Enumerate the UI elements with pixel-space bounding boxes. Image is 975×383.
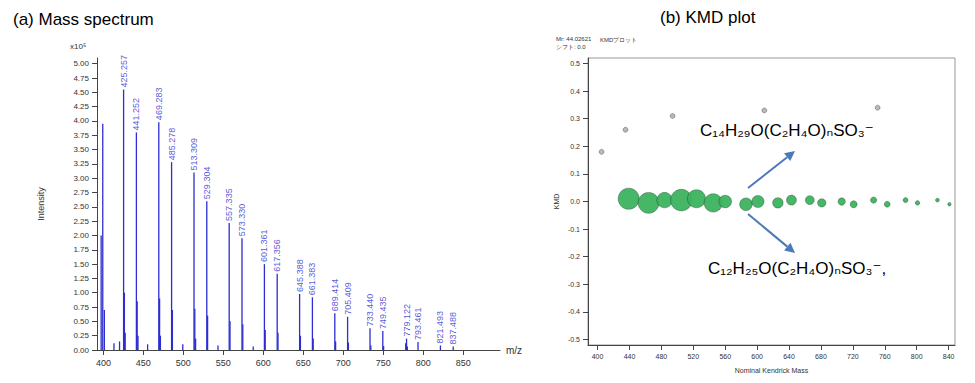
svg-text:-0.3: -0.3 <box>568 281 580 288</box>
svg-text:700: 700 <box>336 358 351 368</box>
svg-text:749.435: 749.435 <box>378 297 388 330</box>
svg-text:KMDプロット: KMDプロット <box>600 36 637 43</box>
svg-text:4.25: 4.25 <box>73 102 89 111</box>
svg-text:0.5: 0.5 <box>570 60 580 67</box>
svg-text:2.25: 2.25 <box>73 217 89 226</box>
svg-text:400: 400 <box>96 358 111 368</box>
svg-text:733.440: 733.440 <box>365 294 375 327</box>
svg-text:821.493: 821.493 <box>435 311 445 344</box>
svg-text:3.50: 3.50 <box>73 145 89 154</box>
svg-text:650: 650 <box>296 358 311 368</box>
svg-text:0.00: 0.00 <box>73 346 89 355</box>
svg-text:4.50: 4.50 <box>73 88 89 97</box>
svg-text:5.00: 5.00 <box>73 59 89 68</box>
svg-text:513.309: 513.309 <box>189 138 199 171</box>
svg-text:689.414: 689.414 <box>330 279 340 312</box>
svg-text:4.75: 4.75 <box>73 74 89 83</box>
svg-text:0.2: 0.2 <box>570 143 580 150</box>
svg-text:4.00: 4.00 <box>73 116 89 125</box>
svg-text:557.335: 557.335 <box>224 188 234 221</box>
svg-text:840: 840 <box>943 353 955 360</box>
svg-text:480: 480 <box>656 353 668 360</box>
svg-text:C₁₂H₂₅O(C₂H₄O)ₙSO₃⁻,: C₁₂H₂₅O(C₂H₄O)ₙSO₃⁻, <box>708 259 886 278</box>
svg-text:400: 400 <box>592 353 604 360</box>
svg-text:440: 440 <box>624 353 636 360</box>
svg-text:705.409: 705.409 <box>343 282 353 315</box>
svg-text:3.75: 3.75 <box>73 131 89 140</box>
svg-text:0.25: 0.25 <box>73 331 89 340</box>
svg-text:0.75: 0.75 <box>73 303 89 312</box>
svg-text:3.00: 3.00 <box>73 174 89 183</box>
svg-text:425.257: 425.257 <box>119 55 129 88</box>
svg-text:779.122: 779.122 <box>402 304 412 337</box>
svg-text:550: 550 <box>216 358 231 368</box>
svg-text:500: 500 <box>176 358 191 368</box>
svg-text:2.00: 2.00 <box>73 231 89 240</box>
svg-text:0.50: 0.50 <box>73 317 89 326</box>
svg-text:800: 800 <box>416 358 431 368</box>
svg-text:-0.5: -0.5 <box>568 336 580 343</box>
svg-text:800: 800 <box>911 353 923 360</box>
svg-text:2.50: 2.50 <box>73 202 89 211</box>
svg-text:0.3: 0.3 <box>570 115 580 122</box>
svg-text:600: 600 <box>751 353 763 360</box>
svg-text:680: 680 <box>815 353 827 360</box>
svg-text:KMD: KMD <box>553 194 560 210</box>
svg-text:Nominal Kendrick Mass: Nominal Kendrick Mass <box>735 367 809 374</box>
svg-text:0.0: 0.0 <box>570 198 580 205</box>
svg-text:(a) Mass spectrum: (a) Mass spectrum <box>13 10 154 29</box>
svg-text:573.330: 573.330 <box>237 204 247 237</box>
svg-text:1.00: 1.00 <box>73 288 89 297</box>
svg-text:450: 450 <box>136 358 151 368</box>
svg-text:837.488: 837.488 <box>448 312 458 345</box>
svg-text:640: 640 <box>783 353 795 360</box>
svg-text:850: 850 <box>456 358 471 368</box>
svg-text:600: 600 <box>256 358 271 368</box>
svg-text:617.356: 617.356 <box>272 239 282 272</box>
svg-text:C₁₄H₂₉O(C₂H₄O)ₙSO₃⁻: C₁₄H₂₉O(C₂H₄O)ₙSO₃⁻ <box>700 121 874 140</box>
svg-text:(b) KMD plot: (b) KMD plot <box>660 8 756 27</box>
svg-text:Intensity: Intensity <box>36 187 46 221</box>
svg-text:0.4: 0.4 <box>570 88 580 95</box>
svg-text:1.75: 1.75 <box>73 245 89 254</box>
svg-text:520: 520 <box>687 353 699 360</box>
svg-text:m/z: m/z <box>506 345 522 356</box>
svg-text:645.388: 645.388 <box>295 259 305 292</box>
svg-text:485.278: 485.278 <box>167 128 177 161</box>
svg-text:3.25: 3.25 <box>73 159 89 168</box>
svg-text:x10⁵: x10⁵ <box>70 42 86 51</box>
svg-text:469.283: 469.283 <box>154 88 164 121</box>
svg-text:760: 760 <box>879 353 891 360</box>
svg-text:-0.2: -0.2 <box>568 253 580 260</box>
svg-text:-0.4: -0.4 <box>568 308 580 315</box>
svg-text:Mr: 44.02621: Mr: 44.02621 <box>556 36 592 42</box>
svg-text:720: 720 <box>847 353 859 360</box>
svg-text:2.75: 2.75 <box>73 188 89 197</box>
svg-text:529.304: 529.304 <box>202 167 212 200</box>
svg-text:1.25: 1.25 <box>73 274 89 283</box>
svg-text:601.361: 601.361 <box>259 230 269 263</box>
svg-text:560: 560 <box>719 353 731 360</box>
svg-text:661.383: 661.383 <box>307 263 317 296</box>
svg-text:750: 750 <box>376 358 391 368</box>
svg-text:793.461: 793.461 <box>413 307 423 340</box>
svg-text:シフト: 0.0: シフト: 0.0 <box>556 44 586 50</box>
svg-text:1.50: 1.50 <box>73 260 89 269</box>
svg-text:-0.1: -0.1 <box>568 226 580 233</box>
svg-text:441.252: 441.252 <box>131 98 141 131</box>
svg-text:0.1: 0.1 <box>570 170 580 177</box>
